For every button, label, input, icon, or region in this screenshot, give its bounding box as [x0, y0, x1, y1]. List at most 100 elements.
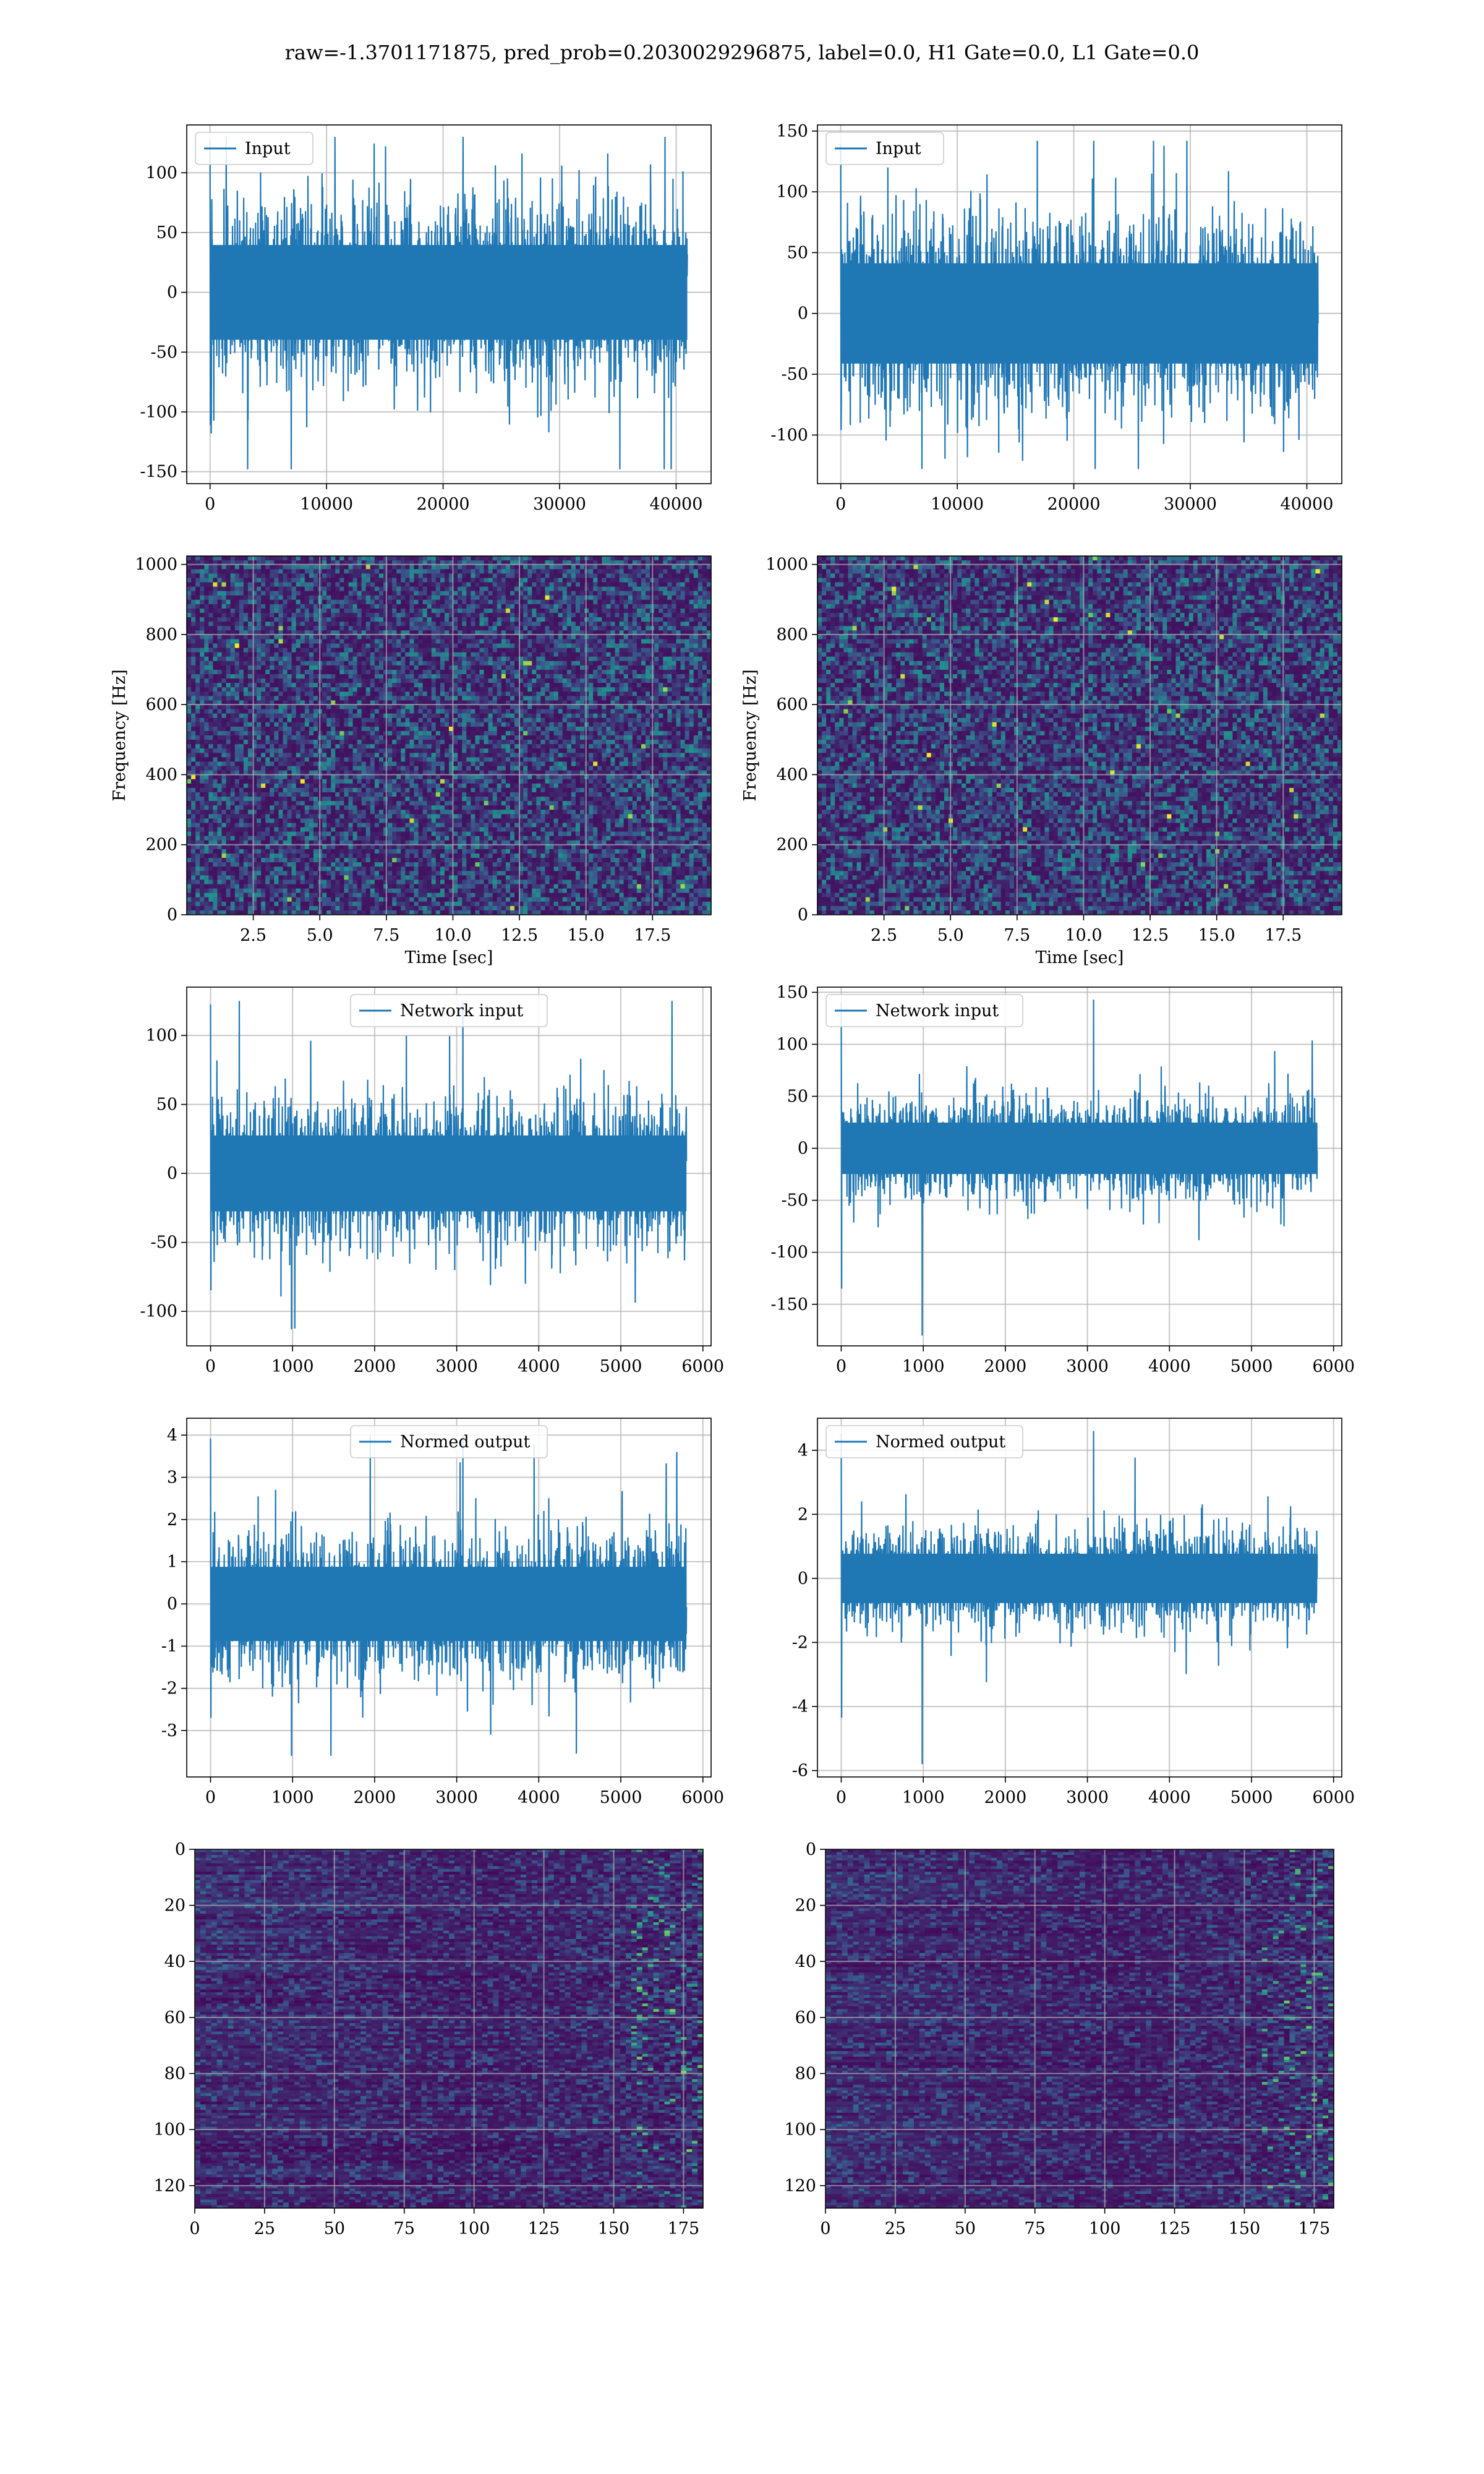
legend-label: Network input [876, 1001, 999, 1021]
y-tick-label: 400 [145, 765, 177, 784]
x-tick-label: 7.5 [1004, 926, 1030, 945]
gridlines [195, 1849, 703, 2208]
x-tick-label: 150 [1229, 2219, 1261, 2238]
y-tick-label: 100 [145, 163, 177, 182]
x-tick-label: 5000 [600, 1788, 642, 1807]
y-tick-label: 100 [784, 2120, 816, 2139]
x-tick-label: 0 [836, 1357, 846, 1376]
x-tick-label: 1000 [271, 1788, 314, 1807]
spectrogram-h1-panel: 2.5 5.0 7.5 10.0 12.5 15.0 17.5 0 200 400 600 800 10… [110, 555, 712, 967]
y-tick-label: 0 [167, 905, 177, 925]
y-tick-label: -100 [770, 1243, 808, 1262]
y-tick-label: 80 [795, 2065, 816, 2084]
legend-label: Normed output [876, 1432, 1005, 1452]
x-tick-label: 2000 [984, 1788, 1027, 1807]
x-tick-label: 0 [189, 2219, 200, 2238]
y-axis-label: Frequency [Hz] [741, 669, 760, 801]
x-tick-label: 15.0 [1198, 926, 1235, 945]
x-tick-label: 1000 [902, 1357, 945, 1376]
y-tick-label: -100 [770, 426, 808, 445]
y-tick-label: 800 [776, 625, 808, 644]
qtransform-l1-panel: 0 25 50 75 100 125 150 175 0 20 40 60 80 100 120 [784, 1840, 1334, 2238]
x-tick-label: 5000 [600, 1357, 642, 1376]
spectrogram-l1-panel: 2.5 5.0 7.5 10.0 12.5 15.0 17.5 0 200 400 600 800 10… [741, 555, 1342, 967]
legend-label: Input [245, 139, 291, 158]
x-axis-label: Time [sec] [405, 948, 493, 967]
y-tick-label: 50 [787, 1087, 808, 1106]
axes-frame [186, 1418, 712, 1778]
axes-frame [817, 555, 1342, 915]
x-tick-label: 2000 [354, 1357, 396, 1376]
y-tick-label: 1000 [135, 555, 177, 575]
x-tick-label: 0 [835, 495, 846, 514]
x-tick-label: 10000 [931, 495, 984, 514]
axes-frame [186, 987, 712, 1346]
legend-label: Network input [400, 1001, 523, 1021]
x-tick-label: 75 [394, 2219, 415, 2238]
y-tick-label: -1 [161, 1637, 177, 1656]
y-tick-label: 80 [164, 2065, 186, 2084]
y-tick-label: 1 [167, 1552, 177, 1572]
y-tick-label: -100 [140, 1302, 177, 1321]
legend: Input [195, 132, 313, 165]
y-tick-label: 400 [776, 765, 808, 784]
series-core-band [840, 263, 1318, 364]
legend: Input [825, 132, 944, 165]
x-tick-label: 2.5 [871, 926, 897, 945]
heatmap-cells [825, 1849, 1334, 2208]
y-tick-label: 0 [798, 905, 808, 925]
series-core-band [841, 1554, 1318, 1603]
y-tick-label: -150 [770, 1295, 808, 1314]
y-tick-label: 0 [798, 304, 808, 323]
legend-label: Normed output [400, 1432, 530, 1452]
plot-area [187, 1418, 711, 1777]
legend: Normed output [350, 1425, 548, 1458]
y-tick-label: 600 [145, 695, 177, 714]
input-h1-panel: 0 10000 20000 30000 40000 -150 -100 -50 0 50 100 In… [140, 124, 712, 514]
y-tick-label: 150 [776, 983, 808, 1002]
y-tick-label: 200 [145, 836, 177, 855]
x-tick-label: 2.5 [240, 926, 267, 945]
y-tick-label: 4 [167, 1426, 177, 1445]
x-tick-label: 40000 [1281, 495, 1334, 514]
x-tick-label: 5.0 [937, 926, 964, 945]
plot-area [187, 987, 711, 1346]
y-tick-label: -2 [792, 1633, 808, 1653]
y-tick-label: -50 [151, 343, 177, 362]
series-core-band [210, 1567, 687, 1641]
y-axis-label: Frequency [Hz] [110, 669, 129, 801]
x-tick-label: 10000 [300, 495, 353, 514]
qtransform-h1-panel: 0 25 50 75 100 125 150 175 0 20 40 60 80 100 120 [153, 1840, 704, 2238]
y-tick-label: 600 [776, 695, 808, 714]
y-tick-label: 2 [167, 1510, 177, 1530]
y-tick-label: 20 [164, 1896, 186, 1915]
x-tick-label: 30000 [533, 495, 586, 514]
plot-area [187, 556, 711, 915]
x-tick-label: 1000 [271, 1357, 314, 1376]
x-tick-label: 100 [458, 2219, 490, 2238]
plot-area [817, 125, 1342, 484]
x-tick-label: 20000 [1047, 495, 1101, 514]
gridlines [825, 1849, 1334, 2208]
heatmap-cells [195, 1849, 703, 2208]
legend: Network input [350, 994, 548, 1027]
x-tick-label: 0 [205, 1357, 216, 1376]
y-tick-label: 0 [175, 1840, 186, 1859]
y-tick-label: 120 [784, 2177, 816, 2196]
y-tick-label: 0 [798, 1139, 808, 1158]
y-tick-label: 40 [164, 1952, 186, 1971]
y-tick-label: -3 [161, 1721, 177, 1740]
x-tick-label: 0 [820, 2219, 830, 2238]
y-tick-label: 0 [167, 1594, 177, 1614]
x-tick-label: 2000 [354, 1788, 396, 1807]
y-tick-label: 50 [156, 1095, 177, 1115]
x-tick-label: 2000 [984, 1357, 1027, 1376]
series-core-band [210, 1135, 687, 1212]
axes-frame [825, 1849, 1334, 2209]
figure-title: raw=-1.3701171875, pred_prob=0.203002929… [0, 41, 1484, 64]
plot-area [817, 1418, 1342, 1777]
network-input-h1-panel: 0 1000 2000 3000 4000 5000 6000 -100 -50 0 50 100 Ne… [140, 987, 724, 1376]
x-tick-label: 30000 [1164, 495, 1217, 514]
y-tick-label: 0 [167, 283, 177, 302]
x-tick-label: 0 [836, 1788, 846, 1807]
